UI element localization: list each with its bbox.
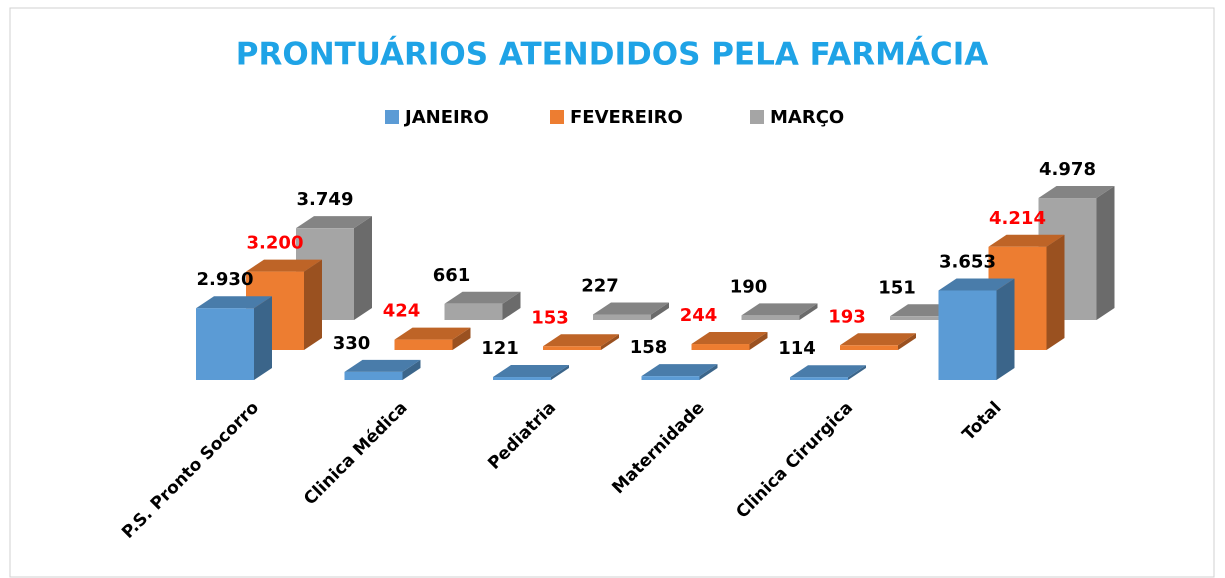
bar-top	[344, 359, 421, 372]
bar-side	[699, 364, 718, 380]
data-label: 330	[333, 333, 371, 354]
bar	[741, 303, 818, 320]
bar-side	[996, 278, 1015, 380]
bar-front	[890, 316, 948, 320]
data-label: 3.749	[297, 189, 354, 210]
data-label: 3.200	[247, 233, 304, 254]
bar-top	[296, 216, 372, 229]
bar-side	[354, 216, 372, 320]
bar-top	[790, 365, 866, 378]
bar-side	[452, 327, 471, 350]
data-label: 4.978	[1039, 159, 1096, 180]
data-label: 114	[778, 338, 816, 359]
bar-top	[840, 333, 916, 346]
bar	[593, 302, 669, 320]
data-label: 153	[531, 307, 569, 328]
bar-side	[254, 296, 272, 380]
bar-front	[493, 377, 551, 380]
bar	[444, 291, 521, 320]
data-label: 2.930	[197, 269, 254, 290]
data-label: 3.653	[939, 252, 996, 273]
bar-top	[938, 278, 1015, 291]
chart-title: PRONTUÁRIOS ATENDIDOS PELA FARMÁCIA	[236, 37, 988, 73]
legend-label: MARÇO	[770, 107, 844, 128]
bar-top	[493, 365, 569, 378]
bar-front	[593, 314, 651, 320]
bar	[988, 234, 1065, 350]
bar-top	[1038, 186, 1115, 199]
bar-front	[790, 377, 848, 380]
data-label: 151	[878, 277, 916, 298]
legend-label: FEVEREIRO	[570, 107, 683, 128]
bar-front	[543, 346, 601, 350]
bar-top	[741, 303, 818, 316]
data-label: 193	[828, 306, 866, 327]
bar-side	[749, 332, 768, 350]
legend-swatch	[750, 110, 764, 124]
bar-side	[601, 334, 619, 350]
bar-top	[543, 334, 619, 347]
bar-side	[651, 302, 669, 320]
data-label: 158	[630, 337, 668, 358]
bar-top	[444, 291, 521, 304]
bar-front	[691, 344, 750, 350]
bar-side	[402, 359, 421, 380]
bar	[691, 332, 768, 350]
bar-side	[799, 303, 818, 320]
bar	[493, 365, 569, 380]
bar-top	[691, 332, 768, 345]
bar-top	[246, 259, 322, 272]
bar-top	[394, 327, 471, 340]
bar-front	[641, 376, 700, 380]
bar-front	[840, 345, 898, 350]
bar	[938, 278, 1015, 380]
bar-front	[394, 339, 453, 350]
data-label: 244	[680, 305, 718, 326]
bar-side	[898, 333, 916, 350]
bar	[790, 365, 866, 380]
legend-swatch	[550, 110, 564, 124]
bar	[394, 327, 471, 350]
bar-front	[741, 315, 800, 320]
bar-side	[848, 365, 866, 380]
bar-top	[988, 234, 1065, 247]
bar-front	[196, 308, 254, 380]
bar-top	[593, 302, 669, 315]
bar-front	[938, 290, 997, 380]
bar	[641, 364, 718, 380]
bar	[344, 359, 421, 380]
data-label: 227	[581, 275, 619, 296]
bar	[543, 334, 619, 350]
bar-side	[502, 291, 521, 320]
bar-top	[196, 296, 272, 309]
bar-front	[344, 371, 403, 380]
data-label: 661	[433, 265, 471, 286]
bar-top	[641, 364, 718, 377]
data-label: 121	[481, 338, 519, 359]
bar-side	[304, 259, 322, 350]
bar	[840, 333, 916, 350]
bar-side	[1096, 186, 1115, 320]
bar	[196, 296, 272, 380]
bar-side	[551, 365, 569, 380]
data-label: 190	[730, 276, 768, 297]
legend-label: JANEIRO	[403, 107, 489, 128]
bar	[1038, 186, 1115, 320]
bar-front	[444, 303, 503, 320]
legend-swatch	[385, 110, 399, 124]
bar-side	[1046, 234, 1065, 350]
data-label: 4.214	[989, 208, 1046, 229]
data-label: 424	[383, 301, 421, 322]
